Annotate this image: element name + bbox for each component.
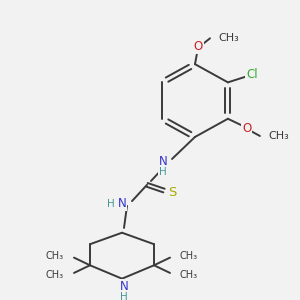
Text: CH₃: CH₃: [268, 131, 289, 141]
Text: O: O: [242, 122, 251, 135]
Text: H: H: [159, 167, 167, 177]
Text: CH₃: CH₃: [218, 33, 239, 43]
Text: H: H: [120, 292, 128, 300]
Text: Cl: Cl: [246, 68, 258, 81]
Text: N: N: [159, 155, 167, 168]
Text: CH₃: CH₃: [46, 251, 64, 261]
Text: N: N: [120, 280, 128, 293]
Text: CH₃: CH₃: [46, 270, 64, 280]
Text: CH₃: CH₃: [180, 251, 198, 261]
Text: O: O: [194, 40, 202, 53]
Text: CH₃: CH₃: [180, 270, 198, 280]
Text: S: S: [168, 186, 176, 199]
Text: H: H: [107, 199, 115, 209]
Text: N: N: [118, 197, 126, 211]
